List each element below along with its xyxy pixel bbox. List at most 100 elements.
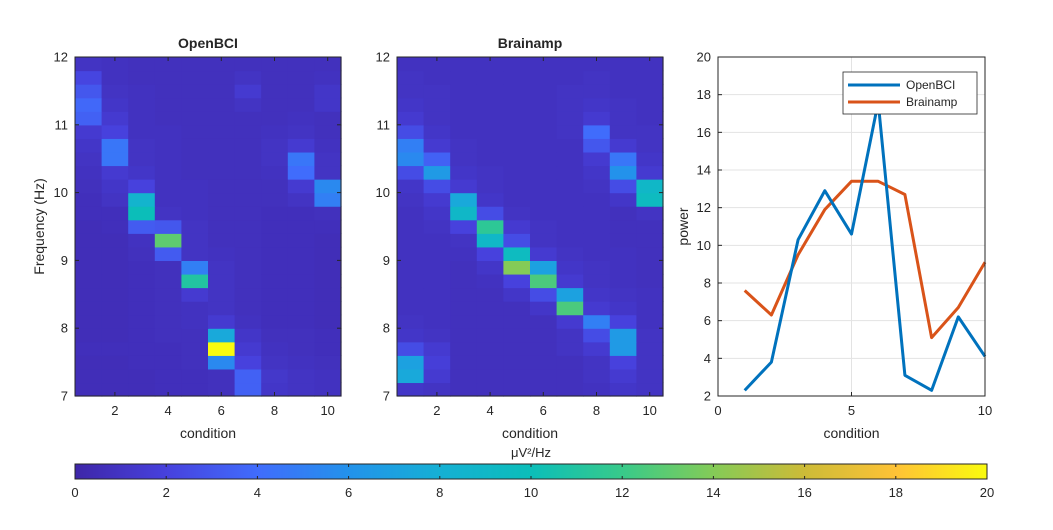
heatmap-openbci-cell xyxy=(287,219,315,234)
line-chart-ylabel: power xyxy=(675,207,691,245)
heatmap-openbci-cell xyxy=(208,314,236,329)
heatmap-brainamp-cell xyxy=(423,138,451,153)
heatmap-openbci-cell xyxy=(181,382,209,397)
heatmap-brainamp-cell xyxy=(583,192,611,207)
heatmap-brainamp-cell xyxy=(609,328,637,343)
heatmap-brainamp-cell xyxy=(476,246,504,261)
heatmap-brainamp-cell xyxy=(530,97,558,112)
heatmap-openbci-ticks: 2 4 6 8 10 7 8 9 10 11 12 xyxy=(54,50,341,418)
heatmap-brainamp-cell xyxy=(503,165,531,180)
heatmap-brainamp-cell xyxy=(450,355,478,370)
heatmap-openbci-cell xyxy=(154,111,182,126)
heatmap-openbci-cell xyxy=(154,179,182,194)
heatmap-openbci-cell xyxy=(208,84,236,99)
heatmap-brainamp-cell xyxy=(636,70,664,85)
heatmap-openbci-cell xyxy=(181,70,209,85)
heatmap-brainamp-cell xyxy=(636,368,664,384)
heatmap-openbci-cell xyxy=(287,179,315,194)
heatmap-brainamp-cell xyxy=(476,382,504,397)
heatmap-brainamp-cell xyxy=(609,111,637,126)
heatmap-brainamp-cell xyxy=(503,84,531,99)
heatmap-brainamp-cell xyxy=(609,246,637,261)
heatmap-openbci-cell xyxy=(75,233,103,248)
heatmap-openbci-cell xyxy=(261,301,289,316)
heatmap-openbci-cell xyxy=(101,368,129,384)
heatmap-brainamp-cell xyxy=(397,355,425,370)
heatmap-openbci-cell xyxy=(75,70,103,85)
line-chart-lines xyxy=(743,100,987,392)
heatmap-brainamp-cell xyxy=(503,368,531,384)
colorbar-tick-label: 20 xyxy=(980,485,994,500)
heatmap-brainamp-cell xyxy=(476,287,504,302)
heatmap-openbci-cell xyxy=(181,233,209,248)
heatmap-brainamp-cell xyxy=(556,368,584,384)
heatmap-brainamp-cell xyxy=(397,84,425,99)
heatmap-openbci-cell xyxy=(314,287,342,302)
heatmap-brainamp-cell xyxy=(609,151,637,167)
heatmap-brainamp-cell xyxy=(583,219,611,234)
heatmap-brainamp-cell xyxy=(609,233,637,248)
heatmap-brainamp-cell xyxy=(450,206,478,221)
heatmap-openbci-cell xyxy=(261,341,289,356)
heatmap-brainamp-cell xyxy=(636,192,664,207)
heatmap-openbci-cell xyxy=(314,138,342,153)
heatmap-openbci-cell xyxy=(101,206,129,221)
heatmap-openbci-cell xyxy=(101,355,129,370)
heatmap-openbci-cell xyxy=(75,219,103,234)
heatmap-brainamp-cell xyxy=(397,287,425,302)
heatmap-openbci-cell xyxy=(181,219,209,234)
heatmap-brainamp-cell xyxy=(609,70,637,85)
heatmap-openbci-cell xyxy=(314,219,342,234)
heatmap-openbci-cell xyxy=(287,246,315,261)
heatmap-brainamp-cell xyxy=(636,165,664,180)
heatmap-brainamp-cell xyxy=(450,233,478,248)
heatmap-brainamp-cell xyxy=(530,124,558,139)
heatmap-brainamp-cell xyxy=(583,179,611,194)
heatmap-openbci-cell xyxy=(234,273,262,289)
heatmap-brainamp-cell xyxy=(556,57,584,72)
heatmap-openbci-cell xyxy=(101,273,129,289)
heatmap-brainamp-cells xyxy=(397,57,664,397)
heatmap-openbci-cell xyxy=(128,124,156,139)
heatmap-openbci-cell xyxy=(314,84,342,99)
heatmap-openbci-cell xyxy=(234,287,262,302)
heatmap-brainamp-cell xyxy=(423,97,451,112)
heatmap-openbci-cell xyxy=(287,260,315,275)
heatmap-brainamp-cell xyxy=(609,301,637,316)
heatmap-brainamp-xlabel: condition xyxy=(502,425,558,441)
heatmap-openbci-cell xyxy=(234,368,262,384)
heatmap-openbci-cell xyxy=(208,151,236,167)
heatmap-openbci-cell xyxy=(208,57,236,72)
heatmap-brainamp-cell xyxy=(556,246,584,261)
heatmap-brainamp-cell xyxy=(583,124,611,139)
heatmap-openbci-cell xyxy=(101,97,129,112)
heatmap-brainamp-cell xyxy=(583,355,611,370)
heatmap-brainamp-cell xyxy=(503,382,531,397)
heatmap-openbci-cell xyxy=(101,233,129,248)
heatmap-brainamp-cell xyxy=(530,165,558,180)
heatmap-brainamp-cell xyxy=(450,70,478,85)
line-chart-ytick-label: 18 xyxy=(697,87,711,102)
heatmap-brainamp-cell xyxy=(556,138,584,153)
heatmap-brainamp-cell xyxy=(583,273,611,289)
heatmap-brainamp-cell xyxy=(476,165,504,180)
heatmap-brainamp-ytick-label: 7 xyxy=(383,389,390,404)
heatmap-openbci-xtick-label: 8 xyxy=(271,403,278,418)
colorbar-tick-label: 8 xyxy=(436,485,443,500)
heatmap-brainamp-cell xyxy=(609,206,637,221)
heatmap-brainamp-cell xyxy=(609,138,637,153)
heatmap-brainamp-cell xyxy=(556,233,584,248)
heatmap-openbci-cell xyxy=(181,355,209,370)
heatmap-openbci-cell xyxy=(154,57,182,72)
heatmap-openbci-cell xyxy=(75,246,103,261)
heatmap-brainamp-cell xyxy=(636,233,664,248)
heatmap-openbci-cell xyxy=(287,192,315,207)
heatmap-openbci-cell xyxy=(128,57,156,72)
heatmap-brainamp-cell xyxy=(530,233,558,248)
heatmap-openbci-cell xyxy=(261,382,289,397)
heatmap-brainamp-cell xyxy=(450,179,478,194)
heatmap-openbci-cell xyxy=(75,355,103,370)
heatmap-openbci-cell xyxy=(128,260,156,275)
heatmap-openbci-cell xyxy=(101,382,129,397)
heatmap-brainamp-cell xyxy=(636,179,664,194)
